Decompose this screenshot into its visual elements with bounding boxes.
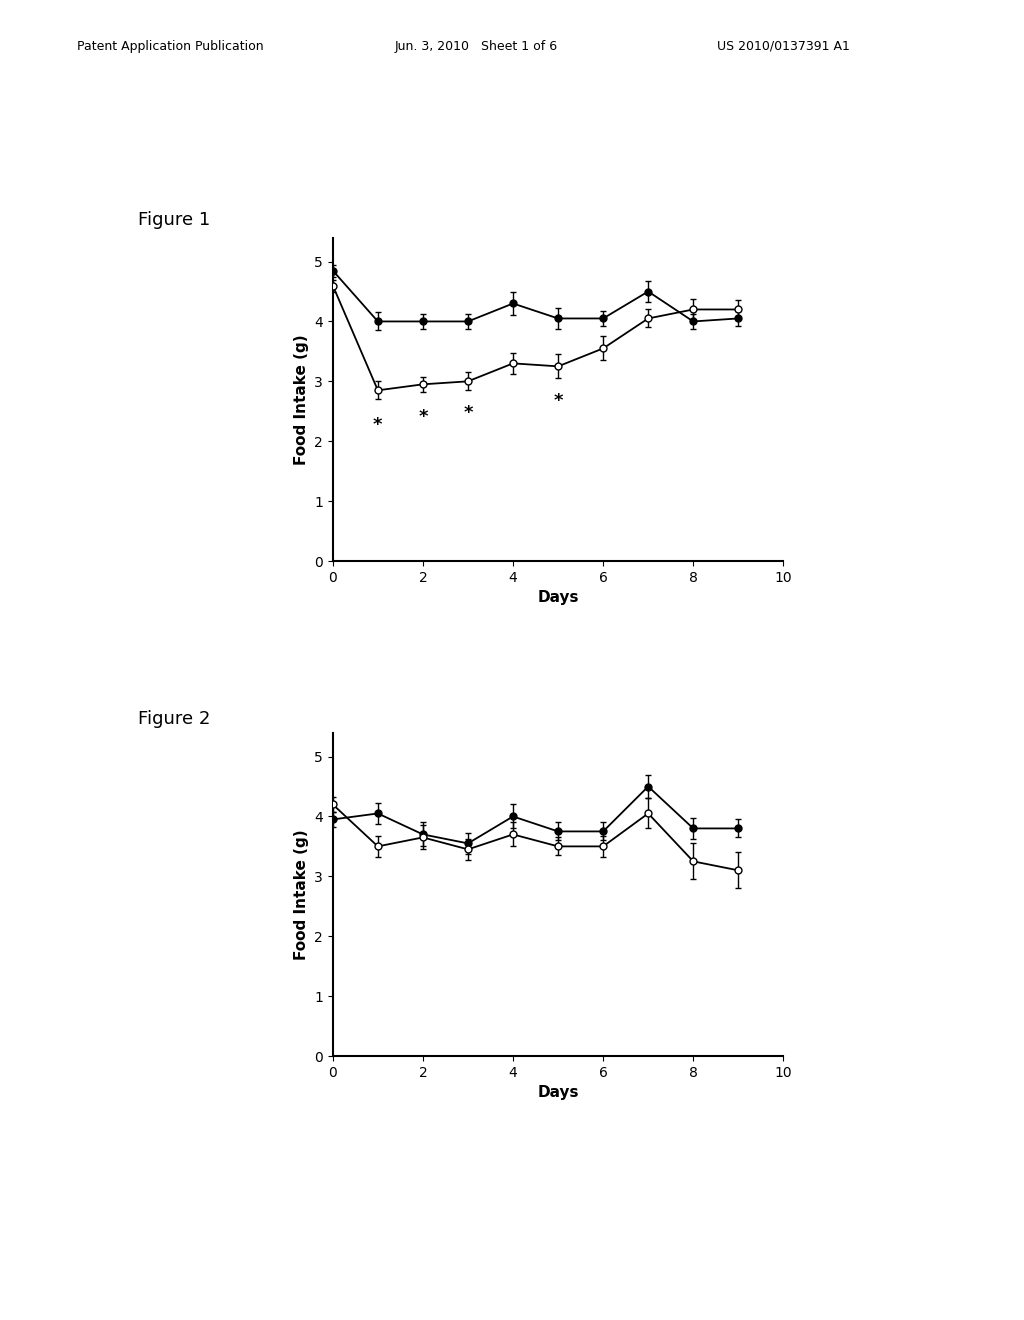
Text: *: * [463, 404, 473, 422]
Text: *: * [373, 416, 383, 434]
Text: Patent Application Publication: Patent Application Publication [77, 40, 263, 53]
Text: Figure 1: Figure 1 [138, 211, 211, 230]
X-axis label: Days: Days [538, 1085, 579, 1101]
Text: *: * [553, 392, 563, 411]
X-axis label: Days: Days [538, 590, 579, 606]
Text: Jun. 3, 2010   Sheet 1 of 6: Jun. 3, 2010 Sheet 1 of 6 [394, 40, 557, 53]
Text: Figure 2: Figure 2 [138, 710, 211, 729]
Text: *: * [418, 408, 428, 425]
Y-axis label: Food Intake (g): Food Intake (g) [294, 829, 308, 960]
Y-axis label: Food Intake (g): Food Intake (g) [294, 334, 308, 465]
Text: US 2010/0137391 A1: US 2010/0137391 A1 [717, 40, 850, 53]
